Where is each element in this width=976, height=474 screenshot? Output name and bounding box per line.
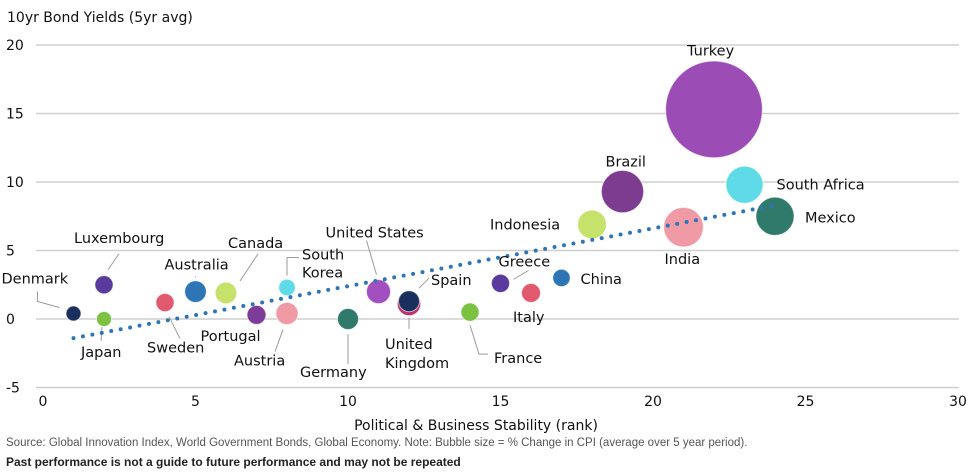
label-line: Korea	[302, 265, 343, 281]
label-line: Kingdom	[385, 356, 449, 372]
y-axis-title: 10yr Bond Yields (5yr avg)	[7, 10, 193, 26]
label-turkey: Turkey	[686, 43, 735, 59]
y-tick-labels: -5 0 5 10 15 20	[6, 38, 24, 397]
bubble-germany	[337, 308, 359, 330]
leader-line-spain	[418, 277, 430, 289]
y-tick-label: 10	[6, 175, 24, 191]
label-luxembourg: Luxembourg	[74, 231, 164, 247]
bubble-spain	[398, 290, 420, 313]
label-canada: Canada	[228, 236, 283, 252]
x-axis-title: Political & Business Stability (rank)	[354, 418, 598, 434]
x-tick-label: 5	[191, 394, 200, 410]
bubble-austria	[275, 301, 299, 326]
source-note: Source: Global Innovation Index, World G…	[6, 437, 748, 449]
bubble-china	[552, 268, 571, 288]
bubble-united-states	[365, 279, 392, 305]
bubble-luxembourg	[94, 275, 114, 295]
bubble-france	[460, 302, 480, 322]
disclaimer: Past performance is not a guide to futur…	[6, 455, 461, 469]
y-tick-label: -5	[6, 381, 20, 397]
trend-line	[71, 203, 777, 341]
y-tick-label: 5	[6, 244, 15, 260]
bubble-italy	[521, 283, 541, 303]
bubble-india	[663, 206, 704, 248]
y-tick-label: 0	[6, 312, 15, 328]
x-tick-labels: 0 5 10 15 20 25 30	[39, 394, 967, 410]
x-tick-label: 30	[949, 394, 967, 410]
x-tick-label: 15	[492, 394, 510, 410]
leader-line-greece	[513, 269, 529, 280]
label-line: United	[385, 337, 433, 353]
label-japan: Japan	[80, 345, 121, 361]
label-indonesia: Indonesia	[490, 217, 560, 233]
x-tick-label: 20	[644, 394, 662, 410]
bubble-south-korea	[278, 278, 296, 297]
bubble-indonesia	[577, 209, 607, 240]
bubbles	[65, 60, 795, 330]
leader-line-france	[469, 325, 488, 355]
leader-lines	[37, 240, 529, 364]
label-italy: Italy	[513, 310, 545, 326]
x-tick-label: 25	[797, 394, 815, 410]
label-sweden: Sweden	[147, 341, 204, 357]
bubble-brazil	[600, 169, 645, 214]
label-india: India	[665, 252, 701, 268]
label-france: France	[494, 351, 542, 367]
label-brazil: Brazil	[606, 155, 646, 171]
label-spain: Spain	[431, 273, 472, 289]
label-china: China	[581, 272, 622, 288]
label-australia: Australia	[165, 258, 229, 274]
leader-line-south-korea	[286, 256, 299, 276]
bubble-australia	[184, 280, 207, 303]
bubble-mexico	[755, 196, 795, 236]
bubble-labels: Denmark Luxembourg Japan Sweden Australia Can…	[2, 43, 865, 381]
label-mexico: Mexico	[805, 210, 856, 226]
leader-line-austria	[274, 329, 284, 352]
x-tick-label: 10	[339, 394, 357, 410]
bubble-sweden	[155, 292, 175, 313]
label-germany: Germany	[300, 365, 367, 381]
bubble-japan	[96, 311, 112, 327]
gridlines	[36, 44, 959, 389]
bubble-chart: 10yr Bond Yields (5yr avg) -5 0 5 10 15 20 0 5…	[2, 10, 967, 434]
bubble-turkey	[665, 60, 763, 159]
label-south-africa: South Africa	[777, 178, 865, 194]
y-tick-label: 15	[6, 107, 24, 123]
leader-line-luxembourg	[107, 253, 120, 271]
label-united-states: United States	[326, 226, 424, 242]
bubble-portugal	[246, 304, 267, 325]
label-south-korea: South Korea	[302, 247, 344, 281]
bubble-greece	[490, 273, 511, 293]
label-denmark: Denmark	[2, 272, 69, 288]
bubble-canada	[214, 281, 238, 305]
leader-line-united-states	[366, 240, 377, 275]
x-tick-label: 0	[39, 394, 48, 410]
label-austria: Austria	[234, 354, 285, 370]
label-greece: Greece	[499, 254, 551, 270]
bubble-south-africa	[725, 165, 764, 204]
label-line: South	[302, 247, 344, 263]
y-tick-label: 20	[6, 38, 24, 54]
leader-line-canada	[239, 253, 259, 282]
leader-line-denmark	[37, 291, 60, 309]
label-united-kingdom: United Kingdom	[385, 337, 449, 372]
label-portugal: Portugal	[201, 329, 261, 345]
leader-line-sweden	[168, 316, 181, 339]
bubble-denmark	[65, 305, 82, 322]
